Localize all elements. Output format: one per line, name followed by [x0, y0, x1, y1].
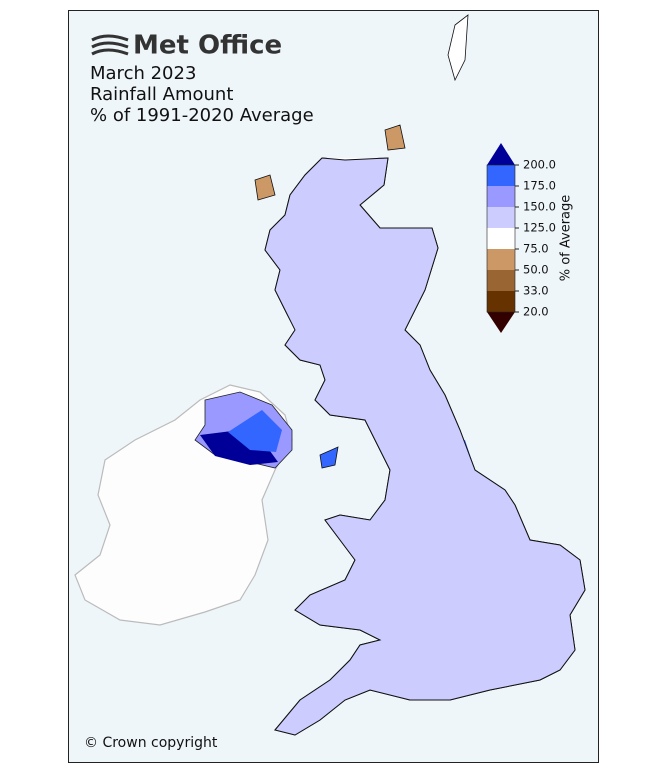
- colorbar-tick-label: 50.0: [523, 263, 549, 277]
- colorbar-segment: [487, 165, 515, 186]
- logo-text: Met Office: [133, 31, 282, 61]
- colorbar-tick-label: 200.0: [523, 158, 556, 172]
- colorbar-tick-label: 33.0: [523, 284, 549, 298]
- colorbar-segment: [487, 270, 515, 291]
- colorbar-tick-label: 75.0: [523, 242, 549, 256]
- colorbar: 200.0 175.0 150.0 125.0 75.0 50.0 33.0 20.0: [486, 143, 556, 333]
- colorbar-outline: [486, 164, 516, 313]
- title-line: Rainfall Amount: [90, 84, 233, 105]
- colorbar-tick-label: 125.0: [523, 221, 556, 235]
- shetland: [447, 14, 469, 82]
- lewis: [254, 174, 276, 201]
- colorbar-under: [487, 312, 515, 333]
- colorbar-label: % of Average: [559, 195, 574, 282]
- copyright: © Crown copyright: [84, 735, 218, 751]
- colorbar-over: [487, 143, 515, 165]
- title-line: % of 1991-2020 Average: [90, 105, 314, 126]
- isle-of-man: [319, 446, 339, 469]
- logo-icon: [91, 34, 129, 56]
- colorbar-segment: [487, 228, 515, 249]
- title-line: March 2023: [90, 63, 196, 84]
- colorbar-tick-label: 20.0: [523, 305, 549, 319]
- colorbar-tick-label: 175.0: [523, 179, 556, 193]
- colorbar-tick-label: 150.0: [523, 200, 556, 214]
- northern-ireland-mid: [228, 410, 282, 452]
- colorbar-segment: [487, 207, 515, 228]
- colorbar-segment: [487, 291, 515, 312]
- orkney: [384, 124, 406, 151]
- colorbar-segment: [487, 249, 515, 270]
- colorbar-segment: [487, 186, 515, 207]
